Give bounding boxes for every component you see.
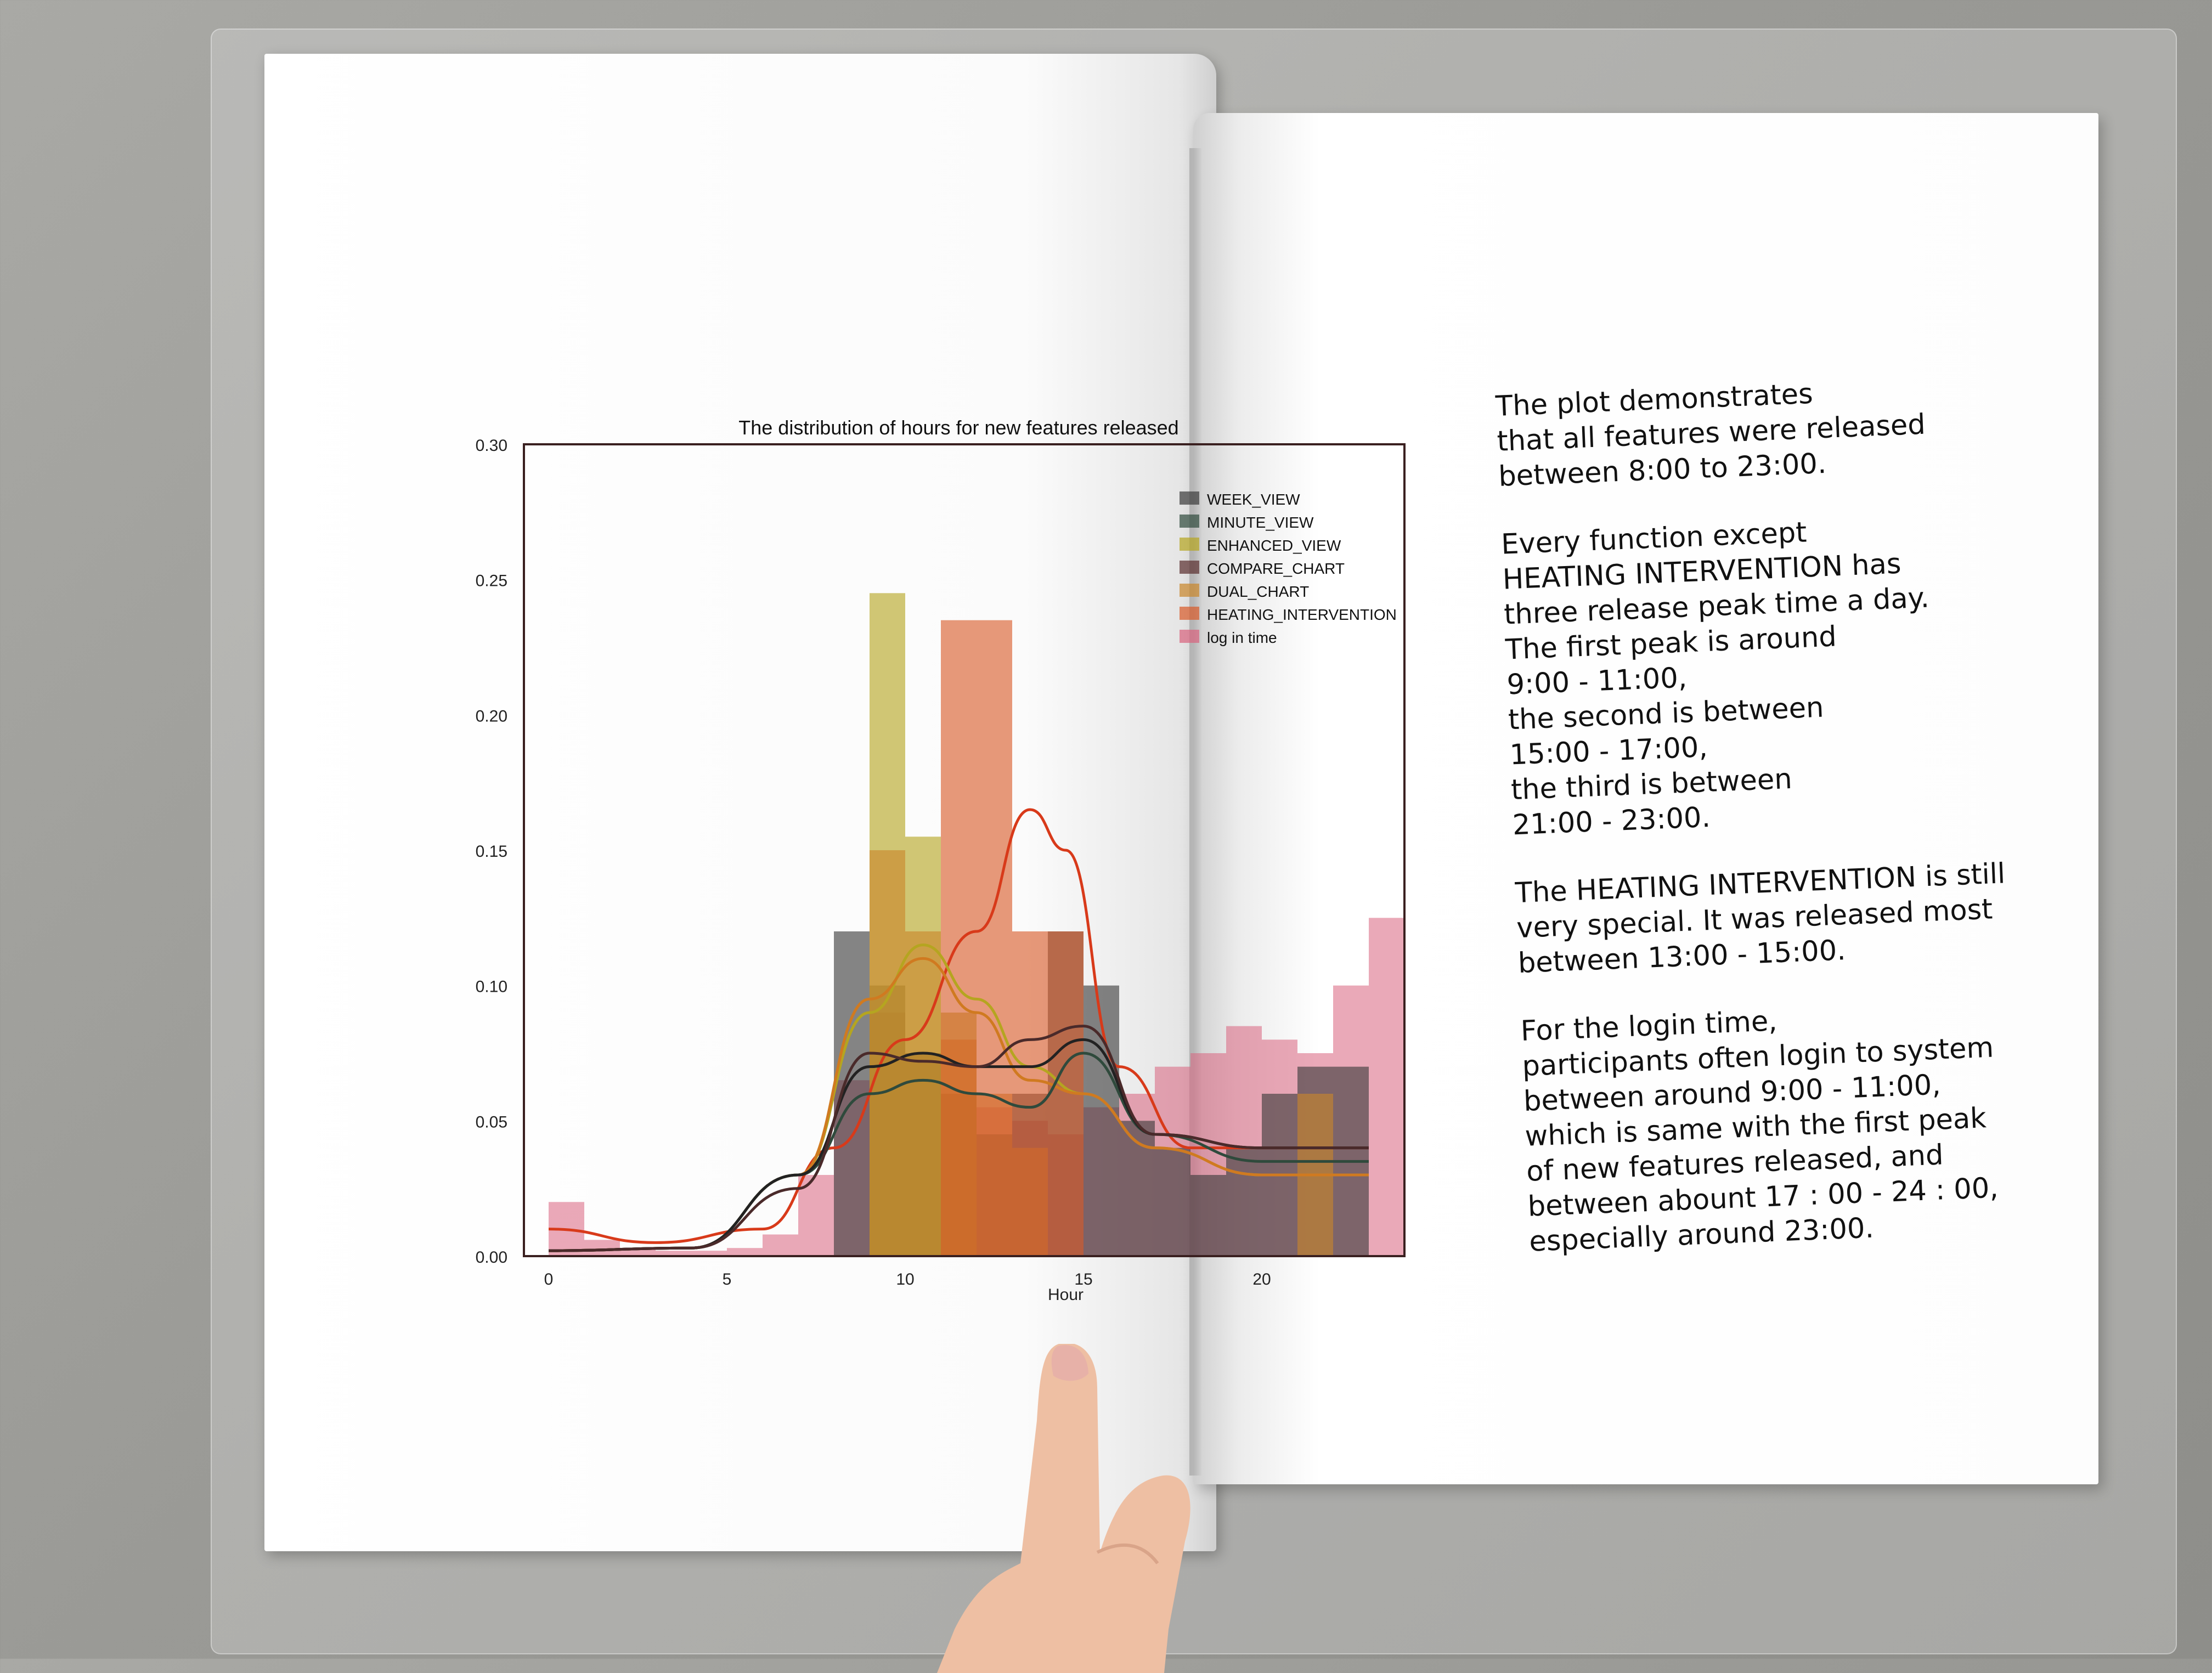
bar-log-in-time-1 [584,1240,620,1256]
legend-entry-0: WEEK_VIEW [1207,491,1300,508]
bar-log-in-time-23 [1369,918,1404,1256]
y-tick-label-1: 0.05 [476,1113,507,1131]
bar-week-view-10 [1190,1175,1226,1256]
bar-week-view-11 [1226,1148,1262,1256]
x-tick-label-2: 10 [896,1270,914,1288]
x-axis-label: Hour [1048,1286,1084,1304]
bar-heating-intervention-0 [941,620,977,1256]
bar-log-in-time-3 [656,1251,691,1256]
bar-log-in-time-4 [691,1251,727,1256]
bar-log-in-time-6 [763,1234,798,1256]
bar-week-view-7 [1084,985,1119,1256]
note-paragraph-4: For the login time, participants often l… [1520,1005,1999,1258]
legend-swatch-2 [1180,538,1199,551]
y-tick-label-0: 0.00 [476,1248,507,1267]
y-tick-label-6: 0.30 [476,437,507,455]
plot-frame [523,443,1406,1257]
bar-heating-intervention-2 [1012,931,1048,1256]
chart-title: The distribution of hours for new featur… [738,416,1178,439]
y-tick-label-3: 0.15 [476,843,507,861]
bar-log-in-time-5 [727,1248,763,1256]
legend-entry-5: HEATING_INTERVENTION [1207,606,1397,623]
legend-entry-6: log in time [1207,629,1277,646]
y-tick-label-2: 0.10 [476,978,507,996]
legend-swatch-1 [1180,515,1199,528]
density-curve-heating-intervention [548,808,1369,1244]
legend-swatch-5 [1180,607,1199,620]
x-tick-label-4: 20 [1252,1270,1271,1288]
x-tick-label-1: 5 [723,1270,732,1288]
density-curve-compare-chart [548,1025,1369,1252]
legend-swatch-6 [1180,630,1199,643]
legend-entry-2: ENHANCED_VIEW [1207,537,1341,554]
y-tick-label-4: 0.20 [476,707,507,725]
x-tick-label-3: 15 [1074,1270,1092,1288]
notes-text-block: The plot demonstrates that all features … [1495,368,2068,1293]
note-paragraph-3: The HEATING INTERVENTION is still very s… [1514,857,2006,980]
legend-entry-4: DUAL_CHART [1207,583,1309,600]
hand-holding-page [937,1344,1190,1673]
note-paragraph-1: The plot demonstrates that all features … [1495,377,1926,493]
bar-dual-chart-1 [905,931,941,1256]
legend-swatch-3 [1180,561,1199,574]
legend-swatch-0 [1180,491,1199,505]
bar-week-view-9 [1155,1148,1190,1256]
y-tick-label-5: 0.25 [476,572,507,590]
left-page [264,54,1216,1551]
legend-entry-1: MINUTE_VIEW [1207,514,1314,531]
bar-heating-intervention-1 [977,620,1012,1256]
note-paragraph-2: Every function except HEATING INTERVENTI… [1500,516,1930,842]
x-tick-label-0: 0 [544,1270,554,1288]
legend-swatch-4 [1180,584,1199,597]
legend-entry-3: COMPARE_CHART [1207,560,1345,577]
